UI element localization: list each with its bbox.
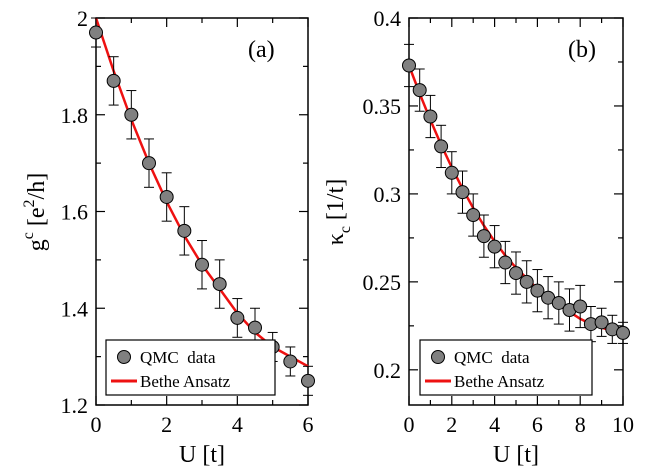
ticks-a: 0 2 4 6 1.2 1.4 1.6 1.8 2 <box>61 6 314 437</box>
qmc-point-b <box>498 255 513 270</box>
y-tick-label-b: 0.25 <box>363 270 402 295</box>
qmc-point-a <box>89 25 103 40</box>
y-axis-label-a-units-end: /h] <box>24 173 50 200</box>
panel-a: 0 2 4 61.21.41.61.82 (a) U [t] gc [e2/h] QM… <box>20 6 315 466</box>
legend-label-qmc-b: QMC data <box>454 348 530 367</box>
qmc-point-a <box>177 223 192 238</box>
legend-a: QMC data Bethe Ansatz <box>105 339 276 396</box>
qmc-point-b <box>519 274 534 289</box>
x-tick-label-a: 0 <box>91 412 102 437</box>
qmc-point-b <box>434 139 449 154</box>
qmc-point-a <box>106 73 121 88</box>
legend-b: QMC data Bethe Ansatz <box>419 339 593 396</box>
y-tick-label-b: 0.3 <box>374 182 402 207</box>
qmc-point-b <box>402 58 416 73</box>
marks-a <box>89 17 315 396</box>
y-tick-label-a: 1.8 <box>61 103 89 128</box>
qmc-point-b <box>616 325 630 340</box>
panel-label-a: (a) <box>248 37 275 63</box>
qmc-point-b <box>487 239 502 254</box>
y-tick-label-a: 1.2 <box>61 393 89 418</box>
x-tick-label-b: 8 <box>575 412 586 437</box>
legend-marker-qmc-a <box>117 350 131 364</box>
marks-b <box>402 43 630 344</box>
qmc-point-b <box>594 315 609 330</box>
qmc-point-a <box>248 320 262 335</box>
legend-box-a <box>105 339 276 396</box>
x-tick-label-b: 2 <box>446 412 457 437</box>
y-tick-label-b: 0.4 <box>374 6 402 31</box>
x-tick-label-a: 4 <box>232 412 243 437</box>
qmc-point-a <box>283 354 298 369</box>
y-axis-label-b: κc [1/t] <box>323 179 354 246</box>
y-axis-label-a-superscript: c <box>20 232 37 239</box>
x-tick-label-b: 10 <box>612 412 634 437</box>
qmc-point-a <box>301 373 315 388</box>
qmc-point-a <box>195 257 209 272</box>
panel-label-b: (b) <box>568 37 596 63</box>
y-axis-label-a-exponent: 2 <box>21 199 38 207</box>
x-tick-label-a: 2 <box>161 412 172 437</box>
qmc-point-a <box>230 310 245 325</box>
qmc-point-b <box>423 109 438 124</box>
y-axis-label-a: gc [e2/h] <box>20 173 50 251</box>
qmc-point-b <box>551 295 566 310</box>
qmc-point-b <box>573 299 588 314</box>
y-axis-label-a-units: [e <box>24 207 50 232</box>
legend-label-bethe-a: Bethe Ansatz <box>140 372 231 391</box>
y-axis-label-a-main: g <box>24 239 50 251</box>
qmc-point-a <box>212 277 227 292</box>
y-tick-label-a: 1.4 <box>61 296 89 321</box>
qmc-point-b <box>444 165 459 180</box>
legend-marker-qmc-b <box>431 350 445 364</box>
x-axis-label-b: U [t] <box>493 442 539 466</box>
y-tick-label-a: 2 <box>77 6 88 31</box>
ticks-b: 0 2 4 6 8 10 0.2 0.25 0.3 0.35 0.4 <box>363 6 635 437</box>
y-tick-label-b: 0.2 <box>374 358 402 383</box>
bethe-ansatz-line-a <box>94 17 309 368</box>
x-axis-label-a: U [t] <box>179 442 225 466</box>
qmc-point-a <box>159 189 174 204</box>
qmc-point-b <box>412 83 427 98</box>
qmc-point-b <box>455 185 470 200</box>
legend-label-qmc-a: QMC data <box>140 348 216 367</box>
qmc-point-b <box>466 208 481 223</box>
panel-b: 0 2 4 6 8 10 0.2 0.25 0.3 0.35 0.4 (b) U [t] κc [1… <box>323 6 634 466</box>
qmc-point-b <box>530 283 545 298</box>
y-tick-label-b: 0.35 <box>363 94 402 119</box>
x-tick-label-a: 6 <box>303 412 314 437</box>
qmc-point-b <box>509 266 523 281</box>
y-tick-label-a: 1.6 <box>61 200 89 225</box>
legend-label-bethe-b: Bethe Ansatz <box>454 372 545 391</box>
y-axis-label-b-subscript: c <box>337 226 354 233</box>
qmc-point-b <box>476 229 491 244</box>
y-axis-label-b-units: [1/t] <box>323 179 349 226</box>
qmc-point-a <box>142 156 156 171</box>
qmc-point-a <box>124 107 139 122</box>
legend-box-b <box>419 339 593 396</box>
x-tick-label-b: 4 <box>489 412 500 437</box>
y-axis-label-b-main: κ <box>323 233 349 245</box>
x-tick-label-b: 6 <box>532 412 543 437</box>
x-tick-label-b: 0 <box>404 412 415 437</box>
